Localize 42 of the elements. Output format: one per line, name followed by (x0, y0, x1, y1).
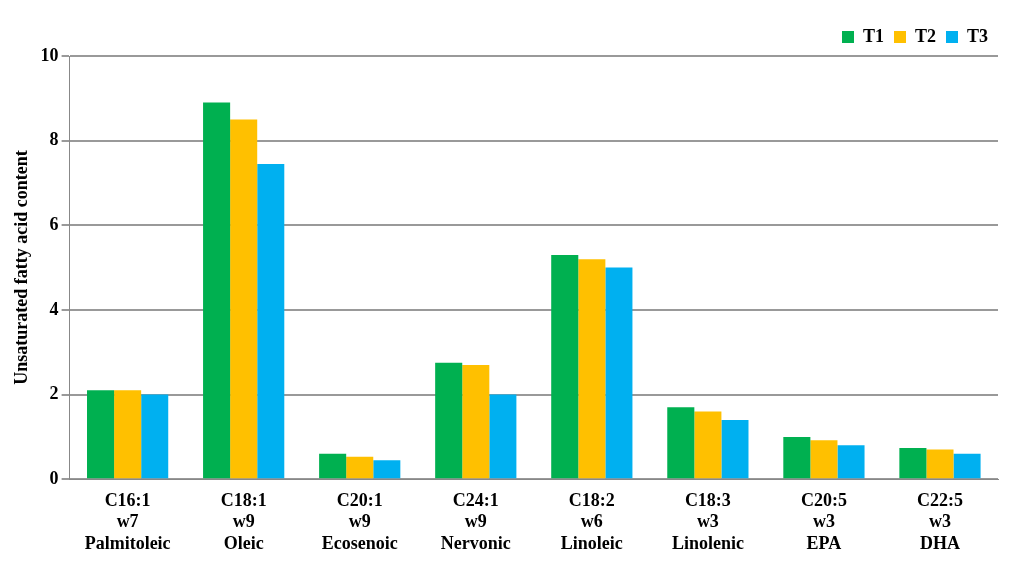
x-tick-label: C22:5 w3 DHA (916, 489, 963, 553)
y-tick-label: 10 (40, 44, 59, 65)
bar (346, 456, 374, 479)
x-tick-label: C24:1 w9 Nervonic (440, 489, 511, 553)
bar (694, 411, 722, 479)
y-tick-label: 6 (49, 213, 59, 234)
x-tick-label: C18:3 w3 Linolenic (671, 489, 744, 553)
bar (926, 449, 954, 479)
x-tick-label: C18:1 w9 Oleic (220, 489, 267, 553)
y-axis-title: Unsaturated fatty acid content (11, 150, 32, 385)
bar (899, 447, 927, 479)
bar (837, 445, 865, 479)
bar (578, 259, 606, 479)
legend-label: T2 (914, 25, 936, 46)
bar (810, 440, 838, 479)
bar (721, 419, 749, 479)
x-tick-label: C16:1 w7 Palmitoleic (84, 489, 171, 553)
x-tick-label: C20:1 w9 Ecosenoic (321, 489, 398, 553)
legend-label: T3 (966, 25, 989, 46)
bar (551, 254, 579, 479)
bar (257, 163, 285, 479)
bar (141, 394, 169, 479)
bar (605, 267, 633, 479)
legend-label: T1 (862, 25, 884, 46)
x-tick-label: C20:5 w3 EPA (800, 489, 847, 553)
bar (230, 119, 258, 479)
y-tick-label: 2 (49, 383, 59, 404)
bar (462, 364, 490, 479)
bar (114, 390, 142, 479)
bar (373, 460, 401, 479)
bar (203, 102, 231, 479)
bar (319, 453, 347, 479)
x-tick-label: C18:2 w6 Linoleic (560, 489, 623, 553)
bar (783, 436, 811, 479)
bar (489, 394, 517, 479)
bar (667, 407, 695, 479)
y-tick-label: 4 (49, 298, 59, 319)
y-tick-label: 8 (49, 129, 59, 150)
bar (87, 390, 115, 479)
bar (435, 362, 463, 479)
bar (953, 453, 981, 479)
y-tick-label: 0 (49, 467, 59, 488)
